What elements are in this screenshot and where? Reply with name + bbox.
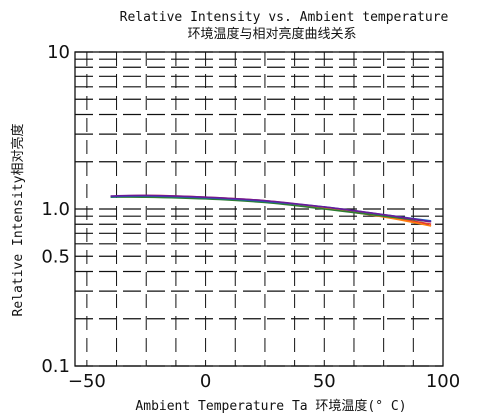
y-axis-label: Relative Intensity相对亮度: [10, 124, 26, 317]
y-tick-label: 1.0: [41, 199, 70, 220]
series-line-5: [110, 194, 432, 223]
x-tick-label: −50: [68, 371, 106, 392]
tick-labels: −50 0 50 100 10 1.0 0.5 0.1: [41, 42, 460, 392]
chart-title: Relative Intensity vs. Ambient temperatu…: [120, 10, 449, 25]
series-group: [110, 194, 432, 227]
y-tick-label: 10: [47, 42, 70, 63]
series-line-3: [110, 196, 432, 223]
grid: [75, 51, 443, 367]
y-tick-label: 0.1: [41, 356, 70, 377]
x-tick-label: 100: [426, 371, 460, 392]
x-tick-label: 0: [200, 371, 211, 392]
x-axis-label: Ambient Temperature Ta 环境温度(° C): [135, 398, 406, 414]
series-line-1: [110, 194, 432, 225]
chart-subtitle: 环境温度与相对亮度曲线关系: [187, 26, 356, 42]
x-tick-label: 50: [313, 371, 336, 392]
y-tick-label: 0.5: [41, 246, 70, 267]
plot-frame: [74, 51, 444, 367]
